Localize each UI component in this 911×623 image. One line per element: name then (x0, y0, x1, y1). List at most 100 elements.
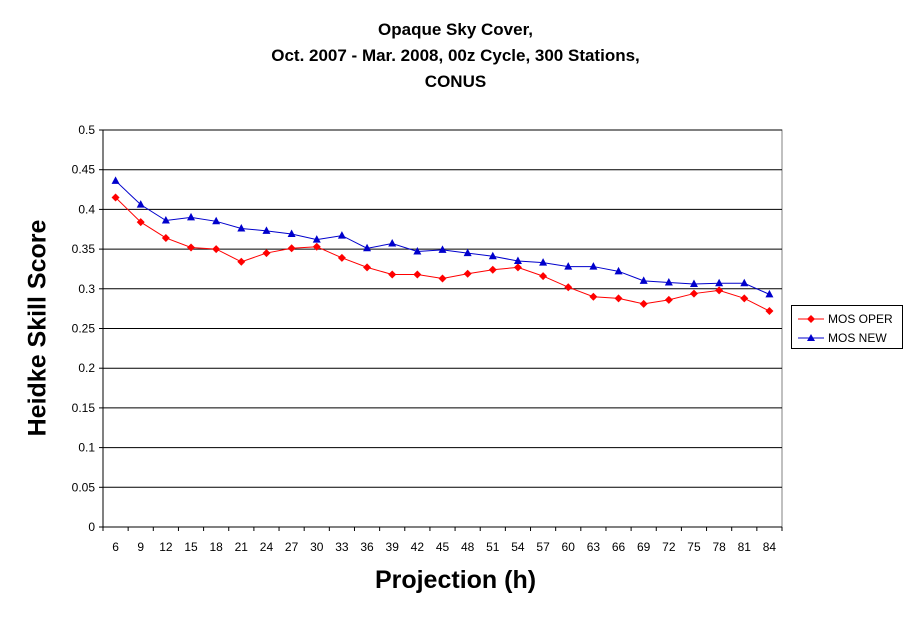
data-point-mos-oper (161, 233, 170, 242)
data-point-mos-oper (488, 265, 497, 274)
data-point-mos-oper (287, 244, 296, 253)
x-tick-label: 66 (612, 540, 626, 554)
x-tick-label: 33 (335, 540, 349, 554)
data-point-mos-oper (589, 292, 598, 301)
x-tick-label: 69 (637, 540, 651, 554)
y-tick-label: 0.3 (78, 282, 95, 296)
data-point-mos-new (212, 216, 221, 225)
x-tick-label: 63 (587, 540, 601, 554)
data-point-mos-new (664, 277, 673, 286)
data-point-mos-oper (664, 295, 673, 304)
data-point-mos-oper (539, 272, 548, 281)
legend: MOS OPER MOS NEW (791, 305, 903, 349)
y-tick-label: 0.2 (78, 361, 95, 375)
data-point-mos-oper (111, 193, 120, 202)
data-point-mos-new (513, 256, 522, 265)
x-tick-label: 75 (687, 540, 701, 554)
y-tick-label: 0 (88, 520, 95, 534)
data-point-mos-oper (388, 270, 397, 279)
data-point-mos-new (363, 243, 372, 252)
data-point-mos-new (463, 248, 472, 257)
y-tick-label: 0.35 (72, 242, 96, 256)
x-tick-label: 24 (260, 540, 274, 554)
y-tick-label: 0.1 (78, 441, 95, 455)
data-point-mos-oper (689, 289, 698, 298)
data-point-mos-new (237, 223, 246, 232)
x-tick-label: 21 (235, 540, 249, 554)
data-point-mos-oper (564, 283, 573, 292)
data-point-mos-new (413, 246, 422, 255)
data-point-mos-oper (187, 243, 196, 252)
data-point-mos-new (337, 231, 346, 239)
data-point-mos-new (740, 278, 749, 287)
x-tick-label: 9 (137, 540, 144, 554)
x-tick-label: 81 (738, 540, 752, 554)
data-point-mos-new (614, 266, 623, 275)
x-axis-label: Projection (h) (374, 566, 537, 594)
data-point-mos-new (438, 245, 447, 253)
data-point-mos-new (715, 278, 724, 287)
x-tick-label: 72 (662, 540, 676, 554)
x-tick-label: 36 (360, 540, 374, 554)
chart-title-line-3: CONUS (424, 72, 487, 91)
data-point-mos-new (539, 258, 548, 266)
y-tick-label: 0.25 (72, 322, 96, 336)
x-tick-label: 45 (436, 540, 450, 554)
data-point-mos-new (111, 176, 120, 184)
y-tick-label: 0.45 (72, 163, 96, 177)
legend-swatch-mos-new (798, 334, 824, 341)
y-tick-label: 0.5 (78, 123, 95, 137)
legend-label-mos-oper: MOS OPER (828, 312, 893, 326)
data-point-mos-new (312, 235, 321, 243)
data-point-mos-new (136, 200, 145, 208)
x-tick-label: 57 (536, 540, 550, 554)
x-tick-label: 27 (285, 540, 299, 554)
x-tick-label: 54 (511, 540, 525, 554)
data-point-mos-oper (438, 274, 447, 283)
data-point-mos-oper (136, 218, 145, 227)
chart-title-line-2: Oct. 2007 - Mar. 2008, 00z Cycle, 300 St… (271, 46, 640, 65)
data-point-mos-oper (237, 257, 246, 266)
x-tick-label: 51 (486, 540, 500, 554)
y-tick-label: 0.15 (72, 401, 96, 415)
data-point-mos-oper (513, 263, 522, 272)
x-tick-label: 30 (310, 540, 324, 554)
data-point-mos-oper (262, 249, 271, 258)
data-point-mos-new (689, 279, 698, 288)
y-tick-label: 0.4 (78, 202, 95, 216)
legend-swatch-mos-oper (798, 315, 824, 323)
data-point-mos-new (488, 251, 497, 260)
data-point-mos-oper (639, 299, 648, 308)
data-point-mos-oper (413, 270, 422, 279)
data-point-mos-oper (715, 286, 724, 295)
data-point-mos-oper (463, 269, 472, 278)
data-point-mos-new (639, 276, 648, 284)
legend-item-mos-oper: MOS OPER (792, 309, 902, 329)
data-point-mos-oper (765, 307, 774, 316)
x-tick-label: 48 (461, 540, 475, 554)
x-tick-label: 18 (209, 540, 223, 554)
data-point-mos-new (589, 262, 598, 270)
data-point-mos-oper (212, 245, 221, 254)
data-point-mos-new (187, 212, 196, 221)
data-point-mos-oper (312, 242, 321, 251)
data-point-mos-oper (740, 294, 749, 303)
data-point-mos-new (161, 216, 170, 224)
legend-label-mos-new: MOS NEW (828, 331, 887, 345)
chart-title-line-1: Opaque Sky Cover, (378, 20, 533, 39)
data-point-mos-oper (363, 263, 372, 272)
data-point-mos-oper (337, 253, 346, 262)
x-tick-label: 78 (712, 540, 726, 554)
data-point-mos-new (388, 239, 397, 247)
data-point-mos-new (564, 262, 573, 270)
x-tick-label: 12 (159, 540, 173, 554)
x-tick-label: 60 (562, 540, 576, 554)
data-point-mos-new (765, 289, 774, 298)
x-tick-label: 84 (763, 540, 777, 554)
data-point-mos-new (287, 229, 296, 238)
y-tick-label: 0.05 (72, 480, 96, 494)
data-point-mos-oper (614, 294, 623, 303)
x-tick-label: 42 (411, 540, 425, 554)
